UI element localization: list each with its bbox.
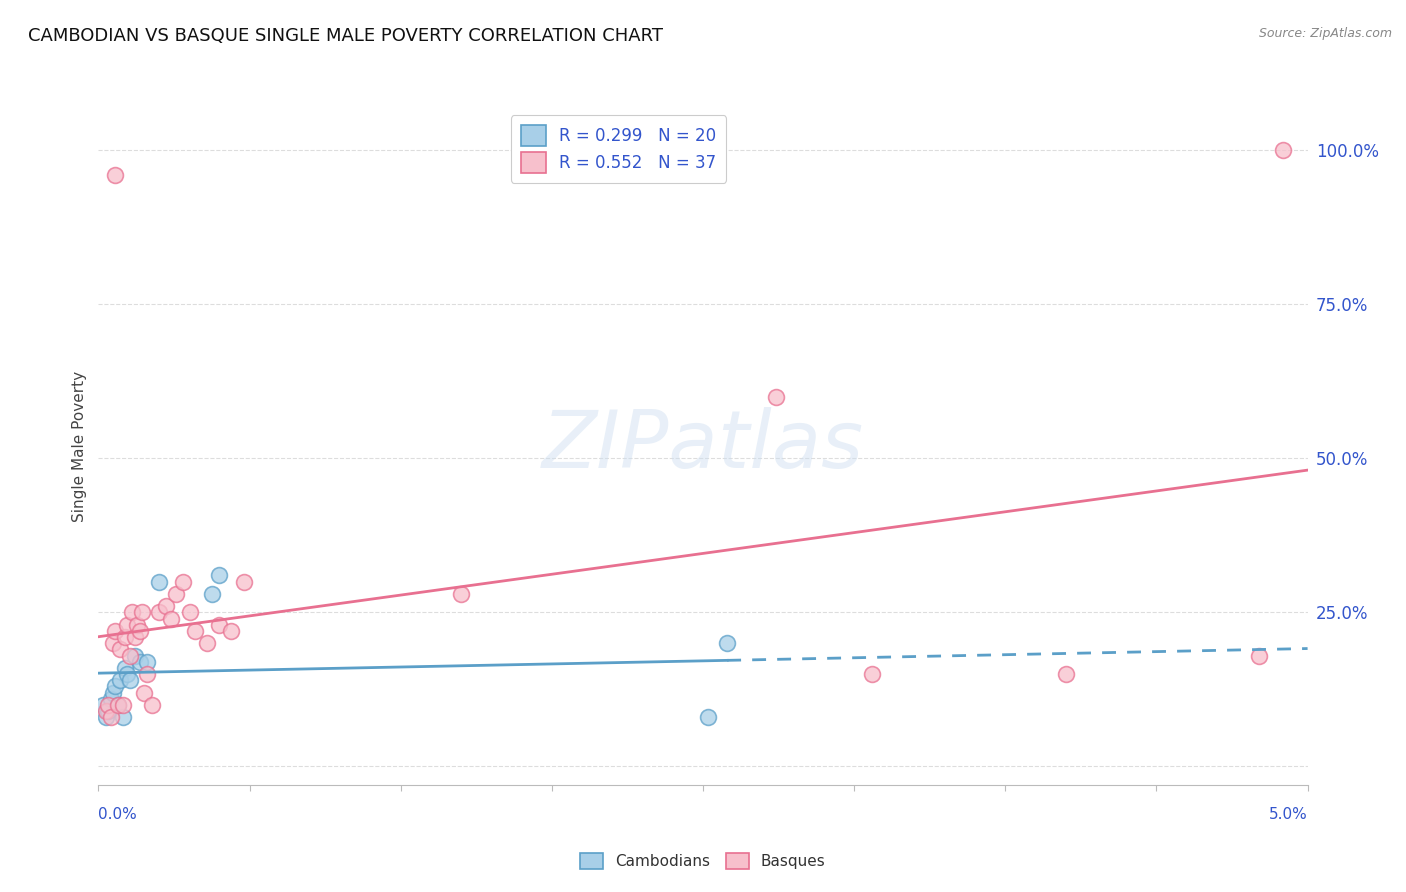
Y-axis label: Single Male Poverty: Single Male Poverty <box>72 370 87 522</box>
Point <box>765 390 787 404</box>
Point <box>148 606 170 620</box>
Point <box>127 617 149 632</box>
Point <box>108 673 131 688</box>
Point <box>118 648 141 663</box>
Point <box>111 698 134 712</box>
Point <box>91 698 114 712</box>
Point <box>716 636 738 650</box>
Point <box>104 679 127 693</box>
Point <box>97 698 120 712</box>
Point <box>121 606 143 620</box>
Point <box>134 685 156 699</box>
Point <box>141 698 163 712</box>
Point <box>104 624 127 638</box>
Point <box>860 667 883 681</box>
Point <box>135 655 157 669</box>
Text: Source: ZipAtlas.com: Source: ZipAtlas.com <box>1258 27 1392 40</box>
Point <box>696 710 718 724</box>
Text: ZIPatlas: ZIPatlas <box>541 407 865 485</box>
Point <box>232 574 254 589</box>
Point <box>172 574 194 589</box>
Point <box>131 606 153 620</box>
Point <box>114 661 136 675</box>
Text: 0.0%: 0.0% <box>98 807 138 822</box>
Point <box>1249 648 1271 663</box>
Point <box>118 673 141 688</box>
Point <box>195 636 218 650</box>
Point <box>124 630 146 644</box>
Point <box>97 704 120 718</box>
Point <box>107 698 129 712</box>
Point <box>100 691 122 706</box>
Point <box>94 710 117 724</box>
Point <box>148 574 170 589</box>
Point <box>111 710 134 724</box>
Point <box>160 611 183 625</box>
Point <box>155 599 177 614</box>
Point <box>135 667 157 681</box>
Point <box>128 655 150 669</box>
Point <box>179 606 201 620</box>
Legend: Cambodians, Basques: Cambodians, Basques <box>574 847 832 875</box>
Point <box>94 704 117 718</box>
Point <box>450 587 472 601</box>
Point <box>1054 667 1077 681</box>
Point <box>124 648 146 663</box>
Point <box>104 168 127 182</box>
Point <box>100 710 122 724</box>
Point <box>201 587 224 601</box>
Point <box>208 617 231 632</box>
Point <box>184 624 207 638</box>
Point <box>107 698 129 712</box>
Point <box>1272 143 1295 157</box>
Point <box>221 624 243 638</box>
Text: CAMBODIAN VS BASQUE SINGLE MALE POVERTY CORRELATION CHART: CAMBODIAN VS BASQUE SINGLE MALE POVERTY … <box>28 27 664 45</box>
Point <box>117 617 139 632</box>
Point <box>101 636 124 650</box>
Legend: R = 0.299   N = 20, R = 0.552   N = 37: R = 0.299 N = 20, R = 0.552 N = 37 <box>510 115 725 183</box>
Point <box>208 568 231 582</box>
Point <box>117 667 139 681</box>
Point <box>114 630 136 644</box>
Point <box>165 587 187 601</box>
Point <box>128 624 150 638</box>
Point <box>108 642 131 657</box>
Point <box>101 685 124 699</box>
Text: 5.0%: 5.0% <box>1268 807 1308 822</box>
